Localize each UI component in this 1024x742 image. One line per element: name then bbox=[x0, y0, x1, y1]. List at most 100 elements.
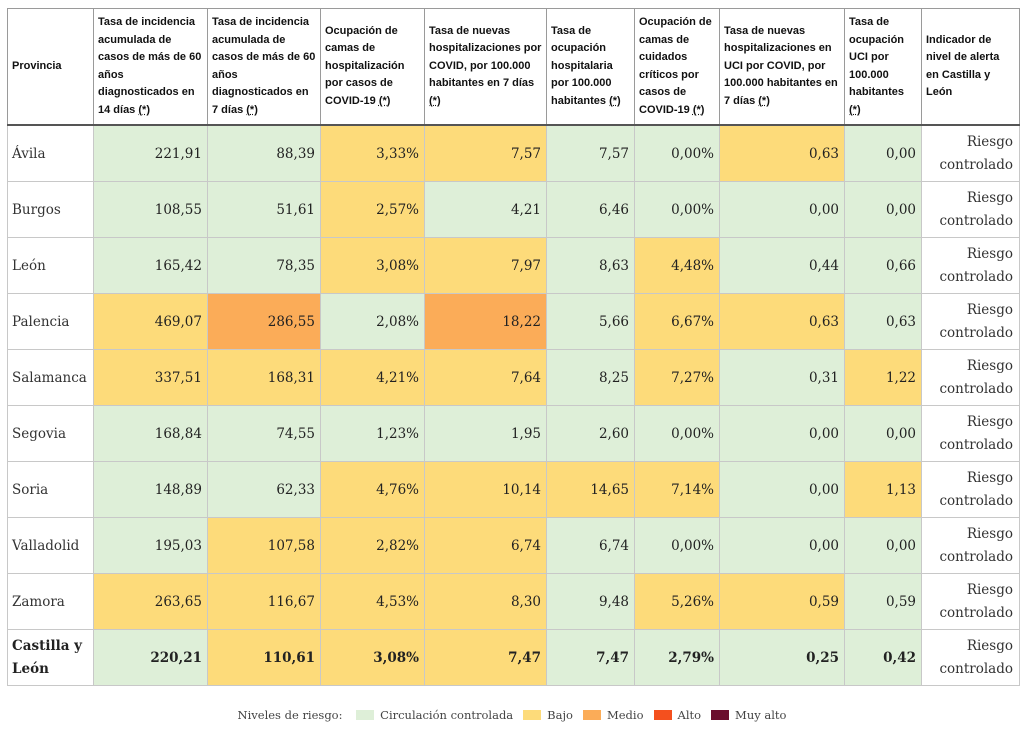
value-cell: 7,64 bbox=[424, 349, 547, 406]
alert-indicator-cell: Riesgo controlado bbox=[921, 349, 1020, 406]
footnote-link[interactable]: (*) bbox=[758, 94, 770, 107]
footnote-link[interactable]: (*) bbox=[692, 103, 705, 116]
value-cell: 2,57% bbox=[320, 181, 425, 238]
value-cell: 2,79% bbox=[634, 629, 720, 686]
province-name-line: León bbox=[12, 660, 49, 677]
value-cell: 0,00 bbox=[844, 124, 922, 182]
value-cell: 116,67 bbox=[207, 573, 321, 630]
value-cell: 7,14% bbox=[634, 461, 720, 518]
province-cell: León bbox=[7, 237, 94, 294]
value-cell: 220,21 bbox=[93, 629, 208, 686]
table-row: Burgos 108,55 51,61 2,57% 4,21 6,46 0,00% 0,00 0… bbox=[7, 181, 1020, 238]
value-cell: 5,66 bbox=[546, 293, 635, 350]
value-cell: 2,60 bbox=[546, 405, 635, 462]
table-body: Ávila 221,91 88,39 3,33% 7,57 7,57 0,00% 0,63 0,… bbox=[7, 124, 1020, 686]
value-cell: 0,00 bbox=[719, 461, 845, 518]
col-header-ocupacion-criticos: Ocupación de camas de cuidados críticos … bbox=[634, 8, 720, 126]
value-cell: 0,00% bbox=[634, 181, 720, 238]
value-cell: 221,91 bbox=[93, 124, 208, 182]
value-cell: 4,53% bbox=[320, 573, 425, 630]
alert-indicator-line: controlado bbox=[939, 380, 1013, 397]
value-cell: 1,23% bbox=[320, 405, 425, 462]
legend-item: Circulación controlada bbox=[356, 708, 513, 722]
footnote-link[interactable]: (*) bbox=[138, 103, 150, 116]
province-cell: Valladolid bbox=[7, 517, 94, 574]
table-row: Salamanca 337,51 168,31 4,21% 7,64 8,25 7,27% 0… bbox=[7, 349, 1020, 406]
value-cell: 6,74 bbox=[424, 517, 547, 574]
value-cell: 1,22 bbox=[844, 349, 922, 406]
table-row: Zamora 263,65 116,67 4,53% 8,30 9,48 5,26% 0,59… bbox=[7, 573, 1020, 630]
value-cell: 6,67% bbox=[634, 293, 720, 350]
value-cell: 3,08% bbox=[320, 237, 425, 294]
header-row: Provincia Tasa de incidencia acumulada d… bbox=[7, 8, 1020, 126]
value-cell: 10,14 bbox=[424, 461, 547, 518]
value-cell: 6,46 bbox=[546, 181, 635, 238]
col-header-indicador: Indicador de nivel de alerta en Castilla… bbox=[921, 8, 1020, 126]
value-cell: 9,48 bbox=[546, 573, 635, 630]
legend-label: Muy alto bbox=[735, 708, 787, 722]
legend-title: Niveles de riesgo: bbox=[237, 708, 343, 722]
value-cell: 0,00% bbox=[634, 517, 720, 574]
value-cell: 0,00 bbox=[719, 181, 845, 238]
alert-indicator-cell: Riesgo controlado bbox=[921, 405, 1020, 462]
col-header-incidencia-7: Tasa de incidencia acumulada de casos de… bbox=[207, 8, 321, 126]
legend-label: Bajo bbox=[547, 708, 573, 722]
footnote-link[interactable]: (*) bbox=[378, 94, 391, 107]
legend-swatch bbox=[582, 710, 601, 720]
footnote-link[interactable]: (*) bbox=[429, 94, 441, 107]
alert-indicator-line: controlado bbox=[939, 492, 1013, 509]
alert-indicator-line: Riesgo bbox=[966, 301, 1013, 318]
col-header-ocupacion-uci: Tasa de ocupación UCI por 100.000 habita… bbox=[844, 8, 922, 126]
legend-item: Alto bbox=[653, 708, 702, 722]
value-cell: 108,55 bbox=[93, 181, 208, 238]
province-cell: Ávila bbox=[7, 124, 94, 182]
value-cell: 107,58 bbox=[207, 517, 321, 574]
value-cell: 337,51 bbox=[93, 349, 208, 406]
province-cell: Palencia bbox=[7, 293, 94, 350]
value-cell: 0,00% bbox=[634, 405, 720, 462]
col-header-ocupacion-hosp: Ocupación de camas de hospitalización po… bbox=[320, 8, 425, 126]
value-cell: 0,66 bbox=[844, 237, 922, 294]
footnote-link[interactable]: (*) bbox=[246, 103, 258, 116]
value-cell: 0,00 bbox=[844, 181, 922, 238]
province-cell: Castilla y León bbox=[7, 629, 94, 686]
value-cell: 4,21% bbox=[320, 349, 425, 406]
footnote-link[interactable]: (*) bbox=[849, 103, 861, 116]
col-header-tasa-ocupacion-hosp: Tasa de ocupación hospitalaria por 100.0… bbox=[546, 8, 635, 126]
value-cell: 7,27% bbox=[634, 349, 720, 406]
value-cell: 8,25 bbox=[546, 349, 635, 406]
alert-indicator-cell: Riesgo controlado bbox=[921, 124, 1020, 182]
alert-indicator-cell: Riesgo controlado bbox=[921, 237, 1020, 294]
value-cell: 165,42 bbox=[93, 237, 208, 294]
alert-indicator-line: controlado bbox=[939, 548, 1013, 565]
col-header-nuevas-hosp: Tasa de nuevas hospitalizaciones por COV… bbox=[424, 8, 547, 126]
alert-indicator-line: Riesgo bbox=[966, 637, 1013, 654]
value-cell: 0,63 bbox=[844, 293, 922, 350]
value-cell: 62,33 bbox=[207, 461, 321, 518]
value-cell: 0,59 bbox=[719, 573, 845, 630]
legend-swatch bbox=[523, 710, 542, 720]
alert-indicator-line: controlado bbox=[939, 212, 1013, 229]
alert-indicator-line: Riesgo bbox=[966, 581, 1013, 598]
value-cell: 148,89 bbox=[93, 461, 208, 518]
province-cell: Segovia bbox=[7, 405, 94, 462]
alert-indicator-line: controlado bbox=[939, 324, 1013, 341]
legend-label: Circulación controlada bbox=[380, 708, 514, 722]
alert-indicator-line: controlado bbox=[939, 156, 1013, 173]
value-cell: 7,47 bbox=[546, 629, 635, 686]
province-cell: Burgos bbox=[7, 181, 94, 238]
value-cell: 0,31 bbox=[719, 349, 845, 406]
footnote-link[interactable]: (*) bbox=[609, 94, 621, 107]
value-cell: 1,13 bbox=[844, 461, 922, 518]
alert-indicator-line: Riesgo bbox=[966, 469, 1013, 486]
legend-swatch bbox=[653, 710, 672, 720]
value-cell: 0,00 bbox=[719, 405, 845, 462]
province-cell: Soria bbox=[7, 461, 94, 518]
alert-indicator-cell: Riesgo controlado bbox=[921, 293, 1020, 350]
value-cell: 110,61 bbox=[207, 629, 321, 686]
legend-label: Alto bbox=[677, 708, 702, 722]
value-cell: 263,65 bbox=[93, 573, 208, 630]
legend-item: Bajo bbox=[523, 708, 573, 722]
alert-indicator-cell: Riesgo controlado bbox=[921, 181, 1020, 238]
value-cell: 4,21 bbox=[424, 181, 547, 238]
